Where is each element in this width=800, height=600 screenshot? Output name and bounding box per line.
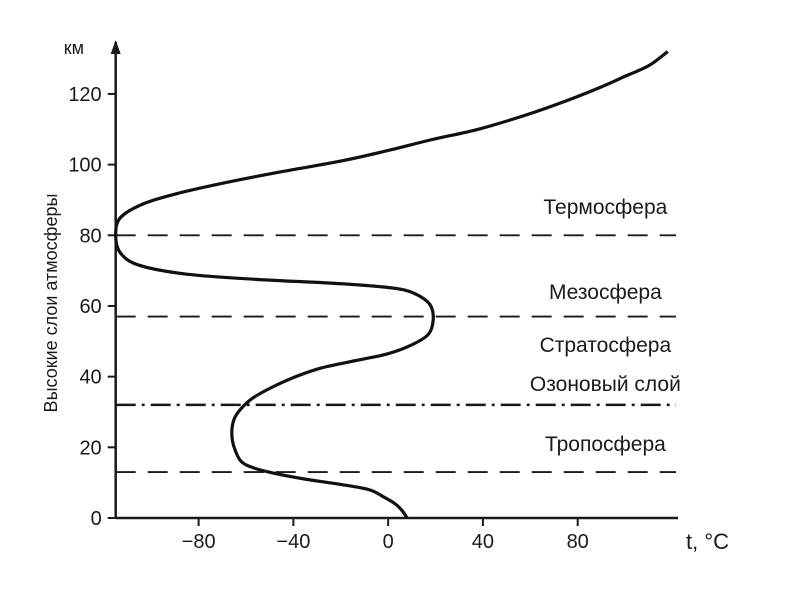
y-tick-label: 20: [79, 437, 101, 459]
layer-label: Термосфера: [543, 196, 667, 219]
y-axis-label: Высокие слои атмосферы: [41, 194, 61, 413]
y-axis-unit: км: [64, 38, 84, 58]
x-axis-label: t, °C: [686, 529, 729, 554]
y-tick-label: 40: [79, 367, 101, 389]
y-tick-label: 100: [68, 155, 101, 177]
x-tick-label: 0: [383, 531, 394, 553]
x-tick-label: −40: [276, 531, 310, 553]
layer-label: Мезосфера: [549, 281, 662, 304]
y-tick-label: 60: [79, 296, 101, 318]
layer-label: Стратосфера: [540, 334, 672, 357]
y-tick-label: 80: [79, 225, 101, 247]
reference-lines: [115, 234, 676, 473]
layer-label: Тропосфера: [545, 433, 666, 456]
axes: 0 20 40 60 80 100 120 −80 −40 0 40 80: [68, 40, 678, 553]
temperature-curve: [114, 50, 669, 519]
temperature-curve-layer: [114, 50, 669, 519]
x-tick-label: 40: [472, 531, 494, 553]
y-tick-label: 120: [68, 84, 101, 106]
y-axis-arrow: [110, 40, 121, 54]
layer-labels: Термосфера Мезосфера Стратосфера Озоновый с…: [530, 196, 681, 456]
x-tick-label: −80: [182, 531, 216, 553]
layer-label: Озоновый слой: [530, 373, 681, 396]
x-tick-label: 80: [567, 531, 589, 553]
y-tick-label: 0: [91, 508, 102, 530]
